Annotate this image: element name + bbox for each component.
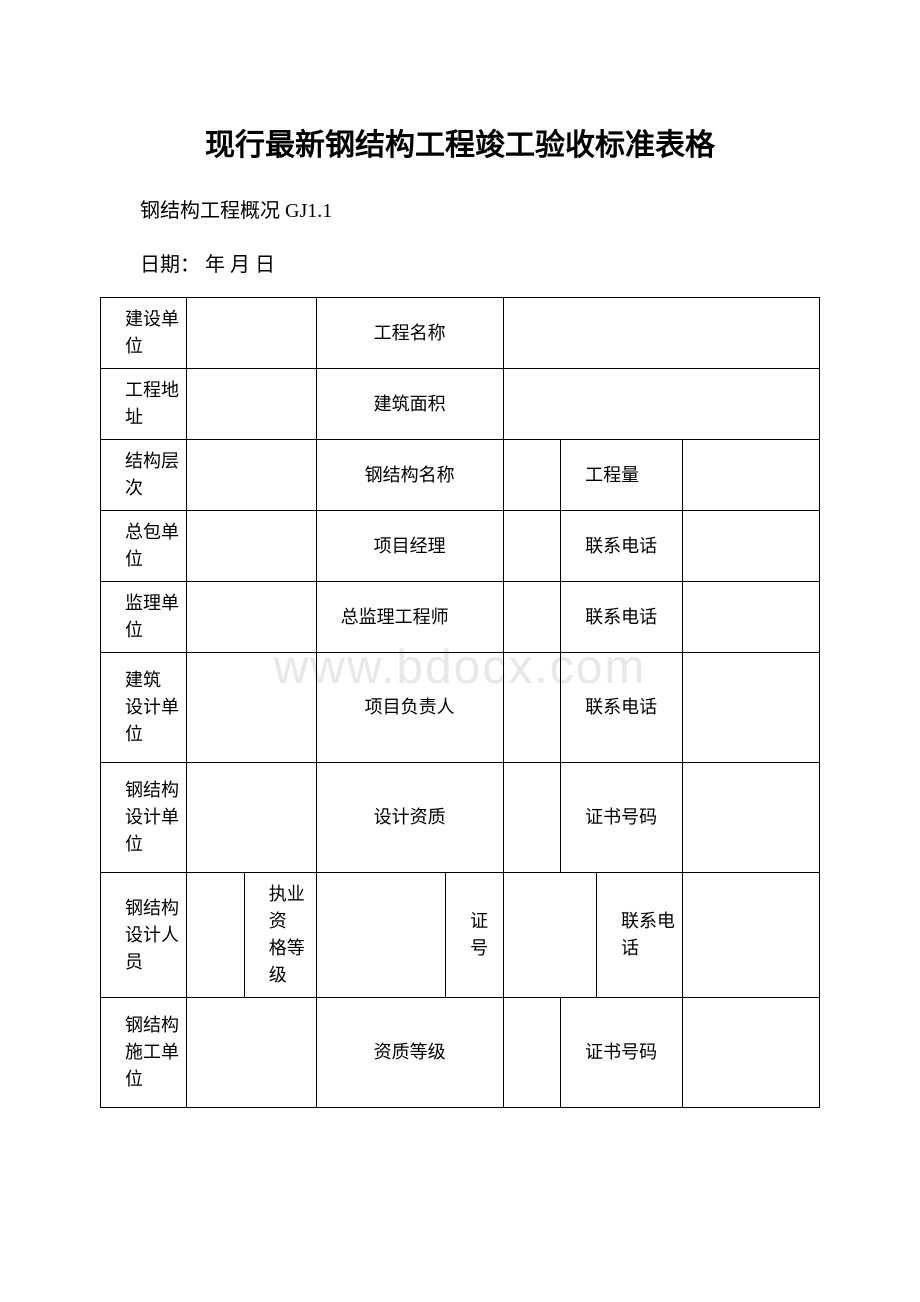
cell-value [187, 763, 316, 873]
cell-label: 工程地址 [101, 369, 187, 440]
table-row: 钢结构设计单位 设计资质 证书号码 [101, 763, 820, 873]
cell-value [683, 998, 820, 1108]
cell-value [503, 763, 561, 873]
cell-label: 项目经理 [316, 511, 503, 582]
cell-label: 资质等级 [316, 998, 503, 1108]
table-row: 钢结构设计人员 执业资格等级 证号 联系电话 [101, 873, 820, 998]
cell-label: 钢结构名称 [316, 440, 503, 511]
cell-label: 建筑设计单位 [101, 653, 187, 763]
cell-label: 联系电话 [561, 582, 683, 653]
cell-label: 建筑面积 [316, 369, 503, 440]
cell-label: 钢结构施工单位 [101, 998, 187, 1108]
form-table: 建设单位 工程名称 工程地址 建筑面积 结构层次 钢结构名称 工程量 总包单位 … [100, 297, 820, 1108]
cell-label: 联系电话 [561, 511, 683, 582]
cell-value [316, 873, 445, 998]
cell-label: 钢结构设计人员 [101, 873, 187, 998]
document-content: 现行最新钢结构工程竣工验收标准表格 钢结构工程概况 GJ1.1 日期： 年 月 … [100, 120, 820, 1108]
cell-label: 证书号码 [561, 998, 683, 1108]
cell-label: 项目负责人 [316, 653, 503, 763]
table-row: 监理单位 总监理工程师 联系电话 [101, 582, 820, 653]
cell-value [683, 582, 820, 653]
cell-label: 结构层次 [101, 440, 187, 511]
cell-label: 工程名称 [316, 298, 503, 369]
cell-value [187, 582, 316, 653]
cell-label: 联系电话 [561, 653, 683, 763]
cell-label: 监理单位 [101, 582, 187, 653]
date-label: 日期： 年 月 日 [140, 248, 820, 277]
table-row: 总包单位 项目经理 联系电话 [101, 511, 820, 582]
cell-label: 建设单位 [101, 298, 187, 369]
cell-value [187, 440, 316, 511]
cell-value [187, 873, 245, 998]
cell-label: 设计资质 [316, 763, 503, 873]
cell-value [187, 653, 316, 763]
cell-value [683, 763, 820, 873]
cell-label: 工程量 [561, 440, 683, 511]
document-subtitle: 钢结构工程概况 GJ1.1 [140, 194, 820, 223]
cell-value [503, 511, 561, 582]
cell-value [503, 440, 561, 511]
cell-value [683, 440, 820, 511]
table-row: 建筑设计单位 项目负责人 联系电话 [101, 653, 820, 763]
cell-value [683, 653, 820, 763]
cell-value [503, 998, 561, 1108]
cell-value [187, 998, 316, 1108]
cell-label: 联系电话 [597, 873, 683, 998]
cell-label: 证书号码 [561, 763, 683, 873]
cell-label: 总包单位 [101, 511, 187, 582]
cell-value [187, 369, 316, 440]
cell-value [503, 582, 561, 653]
cell-label: 执业资格等级 [244, 873, 316, 998]
cell-value [503, 873, 596, 998]
cell-value [187, 511, 316, 582]
cell-label: 总监理工程师 [316, 582, 503, 653]
document-title: 现行最新钢结构工程竣工验收标准表格 [100, 120, 820, 164]
table-row: 建设单位 工程名称 [101, 298, 820, 369]
cell-value [683, 873, 820, 998]
table-row: 工程地址 建筑面积 [101, 369, 820, 440]
cell-label: 证号 [446, 873, 504, 998]
table-row: 钢结构施工单位 资质等级 证书号码 [101, 998, 820, 1108]
cell-label: 钢结构设计单位 [101, 763, 187, 873]
cell-value [503, 369, 819, 440]
cell-value [683, 511, 820, 582]
cell-value [503, 653, 561, 763]
table-row: 结构层次 钢结构名称 工程量 [101, 440, 820, 511]
cell-value [187, 298, 316, 369]
cell-value [503, 298, 819, 369]
